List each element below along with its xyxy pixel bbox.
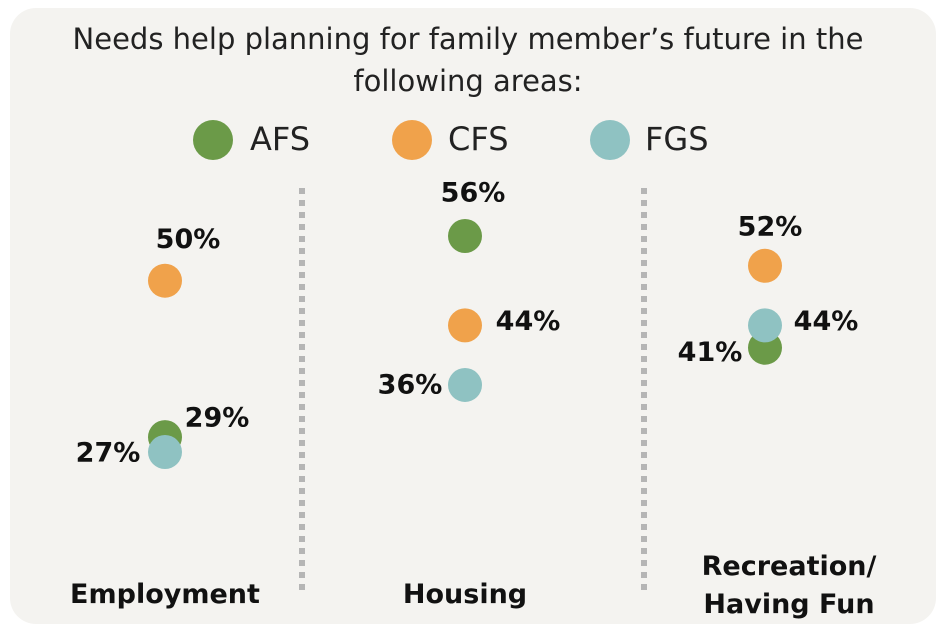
category-label: Recreation/ Having Fun (701, 551, 877, 620)
data-label: 44% (794, 306, 859, 337)
data-label: 41% (678, 337, 743, 368)
dot (448, 219, 482, 253)
data-label: 56% (441, 178, 506, 209)
legend-label: CFS (448, 120, 509, 158)
dot (748, 248, 782, 283)
legend-label: FGS (645, 120, 709, 158)
chart-title: Needs help planning for family member’s … (72, 22, 864, 98)
category-label: Housing (402, 579, 528, 610)
category-label: Employment (70, 579, 260, 610)
legend-swatch (590, 120, 630, 160)
dot (148, 435, 182, 469)
dot (148, 263, 182, 298)
data-label: 29% (185, 403, 250, 434)
data-label: 27% (76, 438, 141, 469)
dot (748, 308, 782, 343)
legend-label: AFS (250, 120, 310, 158)
legend-swatch (193, 120, 233, 160)
data-label: 52% (738, 211, 803, 242)
data-label: 50% (156, 224, 221, 255)
data-label: 36% (378, 369, 443, 400)
dot (448, 367, 482, 402)
legend-swatch (392, 120, 432, 160)
data-label: 44% (496, 306, 561, 337)
dot (448, 308, 482, 343)
